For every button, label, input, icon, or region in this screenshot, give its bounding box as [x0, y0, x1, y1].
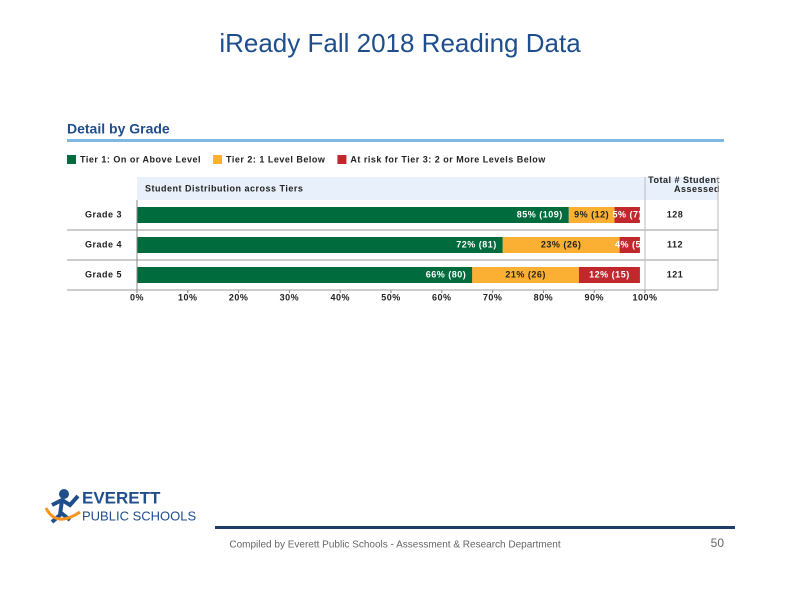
- y-tick-label: Grade 5: [85, 269, 122, 279]
- bar-segment: [619, 237, 640, 253]
- x-tick-label: 100%: [632, 292, 657, 302]
- y-tick-label: Grade 3: [85, 209, 122, 219]
- total-label: 112: [667, 239, 683, 249]
- footer-text: Compiled by Everett Public Schools - Ass…: [229, 540, 560, 551]
- totals-header: Total # Student Assessed: [648, 176, 720, 194]
- data-label: 23% (26): [541, 239, 582, 249]
- totals-header-box: Total # Student Assessed: [648, 176, 720, 194]
- section-title: Detail by Grade: [67, 121, 170, 137]
- bar-segment: [502, 237, 620, 253]
- data-label: 21% (26): [505, 269, 546, 279]
- data-label: 12% (15): [589, 269, 630, 279]
- bar-segment: [578, 267, 640, 283]
- legend-label: At risk for Tier 3: 2 or More Levels Bel…: [350, 154, 546, 164]
- bar-segment: [137, 207, 569, 223]
- logo: EVERETT PUBLIC SCHOOLS: [44, 488, 196, 524]
- logo-swoosh: [44, 507, 81, 521]
- slide-title: iReady Fall 2018 Reading Data: [219, 28, 581, 58]
- data-label: 72% (81): [456, 239, 497, 249]
- bar-segment: [137, 267, 473, 283]
- page-number: 50: [711, 536, 725, 550]
- logo-head: [59, 489, 69, 499]
- section-rule: [67, 139, 724, 142]
- bar-segment: [472, 267, 579, 283]
- legend-swatch: [67, 155, 76, 164]
- bar-segment: [137, 237, 503, 253]
- x-tick-label: 50%: [381, 292, 401, 302]
- x-tick-label: 0%: [130, 292, 144, 302]
- bar-segment: [614, 207, 640, 223]
- data-label: 4% (5): [615, 239, 645, 249]
- x-tick-label: 70%: [483, 292, 503, 302]
- legend-label: Tier 2: 1 Level Below: [226, 154, 326, 164]
- legend-swatch: [337, 155, 347, 164]
- data-label: 66% (80): [426, 269, 467, 279]
- x-tick-label: 40%: [330, 292, 350, 302]
- x-tick-label: 10%: [178, 292, 198, 302]
- x-tick-label: 20%: [229, 292, 249, 302]
- x-tick-label: 30%: [280, 292, 300, 302]
- data-label: 85% (109): [517, 209, 563, 219]
- data-label: 9% (12): [574, 209, 609, 219]
- total-label: 121: [667, 269, 684, 279]
- header-label: Student Distribution across Tiers: [145, 183, 303, 193]
- legend-swatch: [213, 155, 223, 164]
- x-tick-label: 90%: [584, 292, 604, 302]
- data-label: 5% (7): [612, 209, 642, 219]
- x-tick-label: 60%: [432, 292, 452, 302]
- total-label: 128: [667, 209, 684, 219]
- footer-rule: [215, 526, 735, 529]
- bar-segment: [568, 207, 615, 223]
- x-tick-label: 80%: [534, 292, 554, 302]
- logo-text: EVERETT: [82, 488, 161, 507]
- legend-label: Tier 1: On or Above Level: [80, 154, 201, 164]
- logo-text: PUBLIC SCHOOLS: [82, 508, 196, 523]
- header-band: [137, 177, 718, 200]
- y-tick-label: Grade 4: [85, 239, 122, 249]
